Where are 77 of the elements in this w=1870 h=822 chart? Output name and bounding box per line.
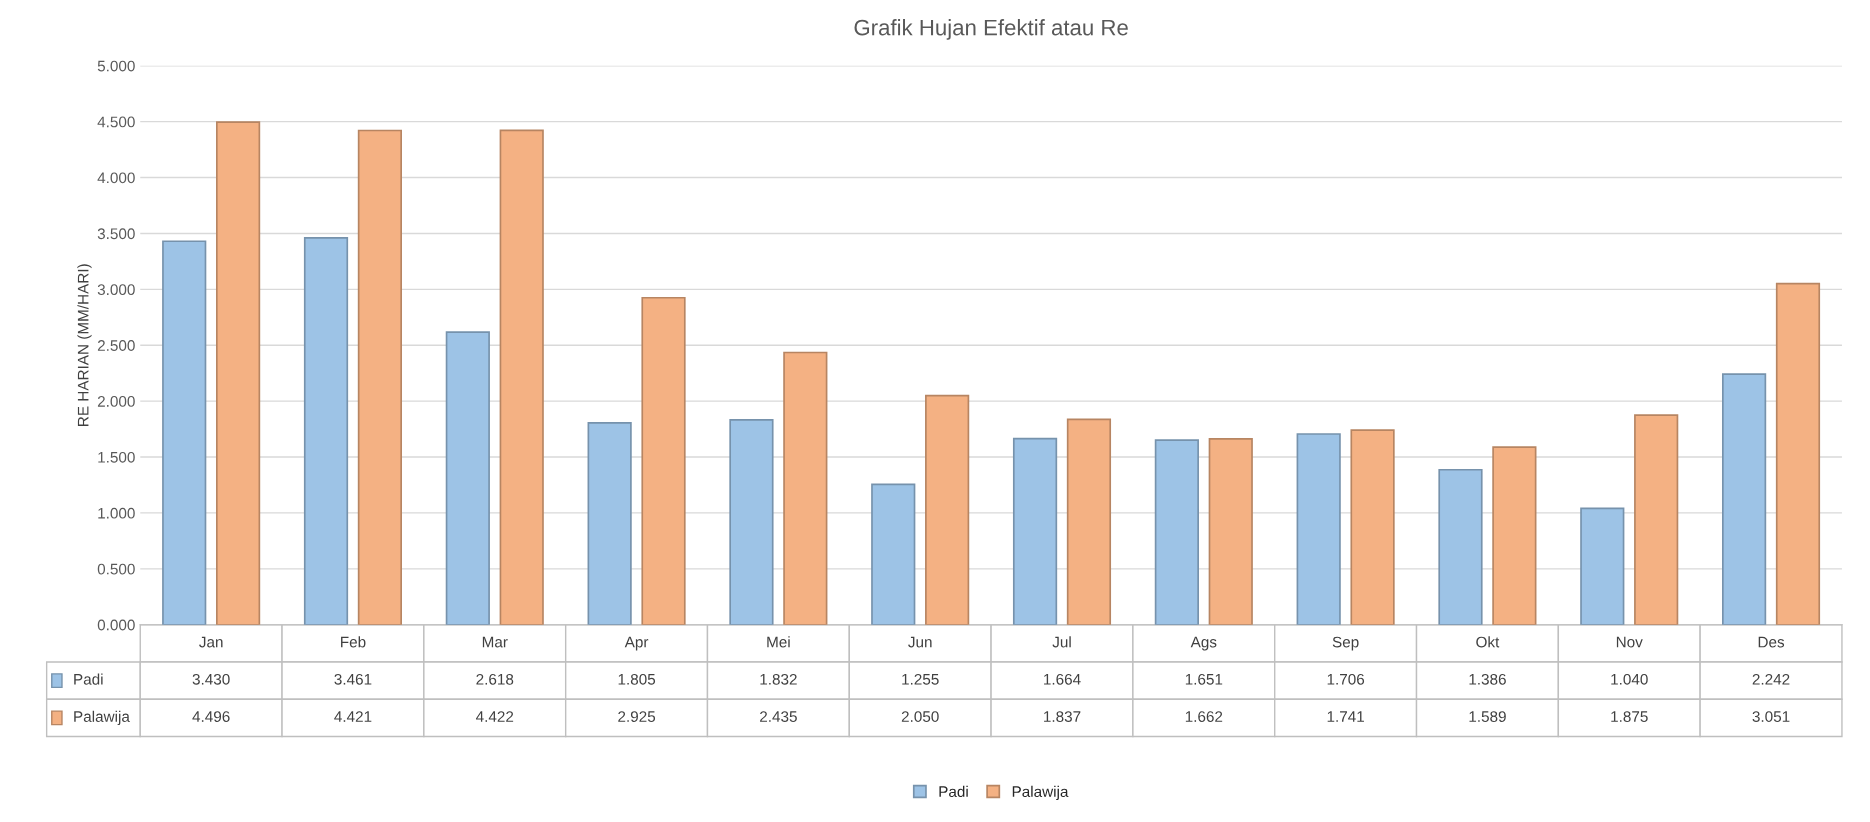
y-tick-label: 3.000 <box>97 284 135 296</box>
data-label: 2.242 <box>1752 673 1790 685</box>
chart-title: Grafik Hujan Efektif atau Re <box>854 19 1128 40</box>
bar <box>357 129 403 625</box>
y-tick-label: 0.500 <box>97 563 135 575</box>
bar <box>871 483 916 625</box>
data-label: 1.386 <box>1469 673 1506 685</box>
data-label: 1.706 <box>1327 673 1365 685</box>
bar <box>1634 414 1679 625</box>
data-label: 1.651 <box>1185 673 1223 685</box>
bar <box>641 296 686 625</box>
bar <box>499 129 544 625</box>
x-tick-label: Jun <box>908 636 932 648</box>
x-tick-label: Sep <box>1332 636 1359 651</box>
data-label: 1.805 <box>618 673 656 685</box>
y-tick-label: 2.500 <box>97 340 135 351</box>
bar <box>1208 438 1253 625</box>
bar <box>1154 439 1199 625</box>
bar <box>1296 433 1341 625</box>
data-label: 1.664 <box>1044 673 1081 685</box>
data-label: 4.496 <box>192 711 230 722</box>
legend-label: Padi <box>74 673 103 685</box>
x-tick-label: Mar <box>482 636 508 648</box>
y-tick-label: 4.500 <box>97 116 135 128</box>
data-label: 1.832 <box>760 673 797 685</box>
x-tick-label: Ags <box>1190 636 1217 651</box>
x-tick-label: Des <box>1758 636 1785 648</box>
x-tick-label: Mei <box>767 636 790 648</box>
bar <box>215 121 261 625</box>
data-label: 2.618 <box>476 673 514 685</box>
data-label: 2.925 <box>618 711 656 722</box>
data-label: 1.040 <box>1611 673 1648 685</box>
bar <box>587 422 632 625</box>
y-tick-label: 1.500 <box>98 451 135 463</box>
bar <box>925 394 970 625</box>
data-label: 1.662 <box>1185 711 1223 722</box>
data-label: 1.255 <box>902 673 939 685</box>
data-label: 4.421 <box>334 711 372 722</box>
bar <box>783 351 828 625</box>
data-label: 1.589 <box>1469 711 1506 722</box>
text: Palawija <box>1012 785 1069 801</box>
data-label: 2.435 <box>760 711 797 722</box>
data-label: 2.050 <box>901 711 939 722</box>
bar <box>1721 373 1767 625</box>
bar <box>303 236 349 625</box>
x-tick-label: Jul <box>1052 636 1071 648</box>
x-tick-label: Nov <box>1616 636 1643 648</box>
data-label: 3.051 <box>1752 711 1790 722</box>
bar <box>162 240 207 625</box>
bar <box>445 331 490 625</box>
x-tick-label: Feb <box>341 636 366 648</box>
bar <box>1066 418 1112 625</box>
bar <box>1012 437 1058 625</box>
y-axis-title: RE HARIAN (MM/HARI) <box>77 264 92 426</box>
x-tick-label: Okt <box>1476 636 1500 648</box>
bar <box>1350 429 1395 625</box>
legend-label: Palawija <box>74 710 130 725</box>
bar <box>729 419 774 625</box>
y-tick-label: 5.000 <box>97 60 135 72</box>
data-label: 1.837 <box>1044 711 1081 722</box>
y-tick-label: 3.500 <box>97 228 135 240</box>
bar <box>1775 282 1821 625</box>
data-label: 1.875 <box>1611 711 1648 722</box>
bar <box>1438 468 1483 625</box>
x-tick-label: Jan <box>199 636 223 648</box>
y-tick-label: 0.000 <box>97 619 135 631</box>
x-tick-label: Apr <box>624 636 649 651</box>
bar <box>1492 446 1537 625</box>
y-tick-label: 4.000 <box>97 172 135 184</box>
bar <box>1580 507 1625 625</box>
data-label: 4.422 <box>476 711 514 722</box>
data-label: 1.741 <box>1327 711 1364 722</box>
y-tick-label: 2.000 <box>97 396 135 407</box>
y-tick-label: 1.000 <box>98 507 135 519</box>
data-label: 3.430 <box>192 673 230 685</box>
data-label: 3.461 <box>334 673 372 685</box>
text: Padi <box>939 785 968 798</box>
